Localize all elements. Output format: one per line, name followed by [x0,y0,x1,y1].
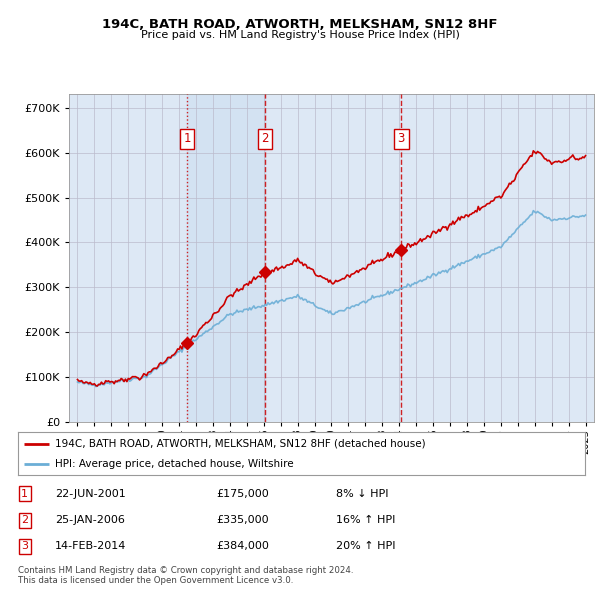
Text: 3: 3 [398,132,405,145]
Text: Contains HM Land Registry data © Crown copyright and database right 2024.: Contains HM Land Registry data © Crown c… [18,566,353,575]
Text: 194C, BATH ROAD, ATWORTH, MELKSHAM, SN12 8HF (detached house): 194C, BATH ROAD, ATWORTH, MELKSHAM, SN12… [55,438,425,448]
Text: £175,000: £175,000 [217,489,269,499]
Text: This data is licensed under the Open Government Licence v3.0.: This data is licensed under the Open Gov… [18,576,293,585]
Text: 16% ↑ HPI: 16% ↑ HPI [335,515,395,525]
Text: 22-JUN-2001: 22-JUN-2001 [55,489,125,499]
Text: HPI: Average price, detached house, Wiltshire: HPI: Average price, detached house, Wilt… [55,459,293,469]
Text: Price paid vs. HM Land Registry's House Price Index (HPI): Price paid vs. HM Land Registry's House … [140,30,460,40]
Text: 14-FEB-2014: 14-FEB-2014 [55,542,126,552]
Text: 194C, BATH ROAD, ATWORTH, MELKSHAM, SN12 8HF: 194C, BATH ROAD, ATWORTH, MELKSHAM, SN12… [102,18,498,31]
Text: £335,000: £335,000 [217,515,269,525]
Text: 8% ↓ HPI: 8% ↓ HPI [335,489,388,499]
Text: 2: 2 [261,132,269,145]
Text: 3: 3 [22,542,28,552]
Text: 2: 2 [21,515,28,525]
Text: 20% ↑ HPI: 20% ↑ HPI [335,542,395,552]
Bar [187,94,265,422]
Text: £384,000: £384,000 [217,542,269,552]
Text: 1: 1 [22,489,28,499]
Text: 25-JAN-2006: 25-JAN-2006 [55,515,125,525]
Text: 1: 1 [183,132,191,145]
